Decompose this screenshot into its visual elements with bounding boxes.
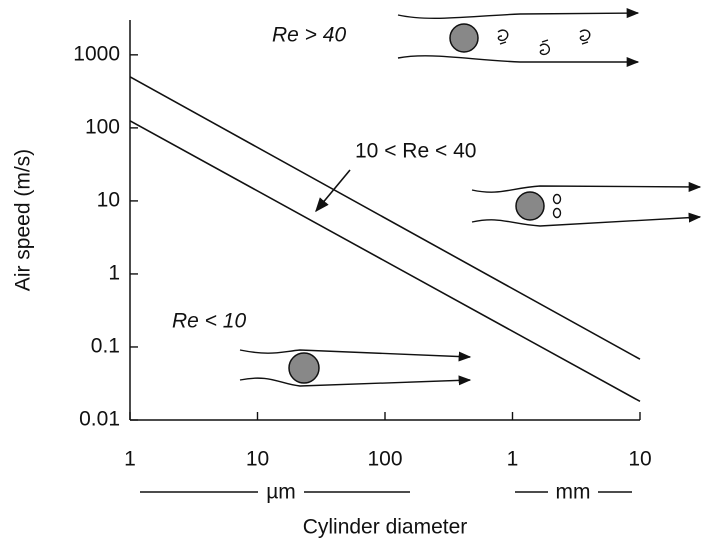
flow-diagram bbox=[471, 181, 702, 227]
y-tick-label: 0.1 bbox=[91, 335, 120, 358]
x-tick-label: 1 bbox=[124, 448, 136, 471]
y-axis-label: Air speed (m/s) bbox=[12, 149, 35, 291]
x-tick-label: 1 bbox=[507, 448, 519, 471]
unit-label: mm bbox=[556, 481, 591, 504]
flow-diagram bbox=[239, 349, 472, 387]
y-tick-label: 100 bbox=[85, 115, 120, 138]
line bbox=[129, 120, 641, 403]
flow-diagram bbox=[397, 8, 640, 68]
x-tick-label: 100 bbox=[367, 448, 402, 471]
x-tick-label: 10 bbox=[628, 448, 651, 471]
y-tick-label: 10 bbox=[97, 188, 120, 211]
unit-label: µm bbox=[266, 481, 296, 504]
x-axis-label: Cylinder diameter bbox=[303, 516, 468, 539]
annotation: 10 < Re < 40 bbox=[355, 140, 476, 163]
y-tick-label: 1000 bbox=[73, 42, 120, 65]
line bbox=[129, 76, 641, 360]
y-tick-label: 0.01 bbox=[79, 408, 120, 431]
y-tick-label: 1 bbox=[108, 261, 120, 284]
annotation-arrow bbox=[315, 169, 351, 213]
annotation: Re > 40 bbox=[272, 24, 346, 47]
x-tick-label: 10 bbox=[246, 448, 269, 471]
annotation: Re < 10 bbox=[172, 310, 246, 333]
